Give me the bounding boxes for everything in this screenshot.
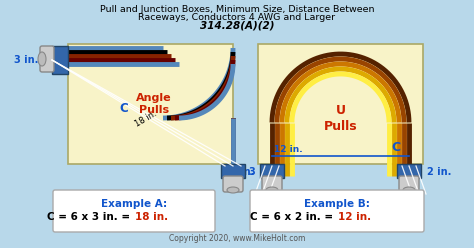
Bar [221, 164, 245, 178]
Ellipse shape [227, 187, 239, 193]
Text: Angle
Pulls: Angle Pulls [136, 93, 172, 115]
Text: 2 in.: 2 in. [427, 167, 451, 177]
Text: C: C [119, 102, 128, 116]
Text: Example A:: Example A: [101, 199, 167, 209]
Bar [397, 164, 421, 178]
Text: Copyright 2020, www.MikeHolt.com: Copyright 2020, www.MikeHolt.com [169, 234, 305, 243]
Text: U
Pulls: U Pulls [324, 104, 357, 133]
Text: Raceways, Conductors 4 AWG and Larger: Raceways, Conductors 4 AWG and Larger [138, 13, 336, 22]
FancyBboxPatch shape [250, 190, 424, 232]
Text: 314.28(A)(2): 314.28(A)(2) [200, 21, 274, 31]
Text: C = 6 x 3 in. =: C = 6 x 3 in. = [47, 212, 134, 222]
Ellipse shape [403, 187, 415, 193]
Text: C: C [391, 141, 400, 154]
Text: 3 in.: 3 in. [14, 55, 38, 65]
Text: C = 6 x 2 in. =: C = 6 x 2 in. = [250, 212, 337, 222]
FancyBboxPatch shape [223, 176, 243, 192]
FancyBboxPatch shape [399, 176, 419, 192]
FancyBboxPatch shape [40, 46, 54, 72]
Bar [260, 164, 284, 178]
Bar [68, 44, 233, 164]
Text: Pull and Junction Boxes, Minimum Size, Distance Between: Pull and Junction Boxes, Minimum Size, D… [100, 5, 374, 14]
Text: Example B:: Example B: [304, 199, 370, 209]
Text: 2 in.: 2 in. [229, 167, 254, 177]
Text: 12 in.: 12 in. [274, 145, 302, 154]
Ellipse shape [266, 187, 278, 193]
Text: 18 in.: 18 in. [133, 109, 158, 129]
Bar [258, 44, 423, 164]
Text: 12 in.: 12 in. [338, 212, 371, 222]
Ellipse shape [38, 52, 46, 66]
Text: 18 in.: 18 in. [135, 212, 168, 222]
FancyBboxPatch shape [262, 176, 282, 192]
Bar [52, 46, 68, 74]
FancyBboxPatch shape [53, 190, 215, 232]
Text: 3 in.: 3 in. [249, 167, 273, 177]
